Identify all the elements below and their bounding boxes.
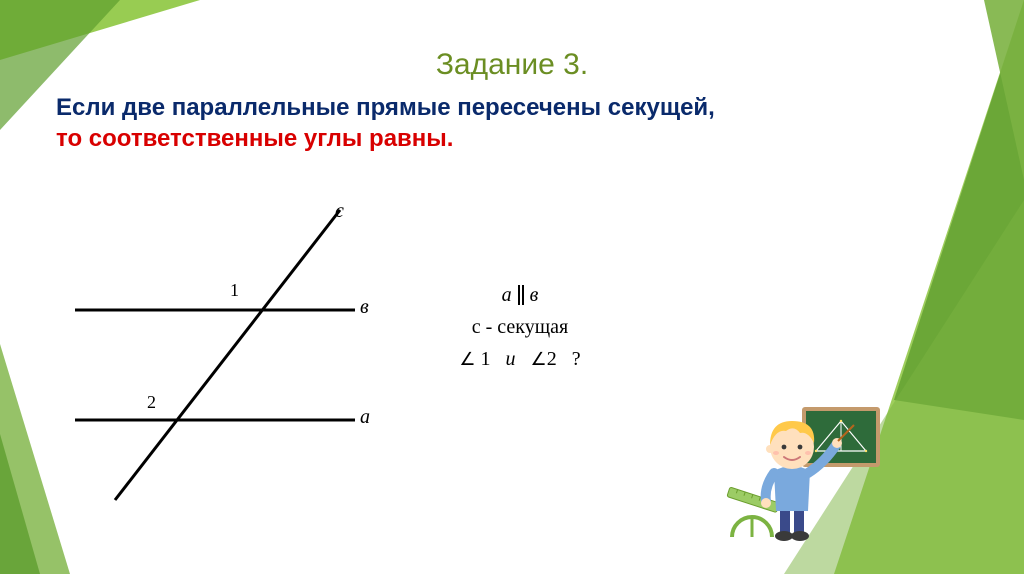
math-a: а xyxy=(502,280,512,310)
label-angle-1: 1 xyxy=(230,280,239,301)
slide-title: Задание 3. xyxy=(0,48,1024,82)
math-and: и xyxy=(506,348,516,370)
label-line-b: в xyxy=(360,296,369,319)
math-qmark: ? xyxy=(572,348,581,370)
statement-part2: то соответственные углы равны. xyxy=(56,125,453,152)
math-angle-1: 1 xyxy=(481,348,491,370)
math-annotation: а в с - секущая ∠ 1 и ∠2 ? xyxy=(420,280,620,374)
label-line-c: с xyxy=(335,200,344,223)
math-angle-2: 2 xyxy=(547,348,557,370)
math-parallel: а в xyxy=(420,280,620,310)
label-angle-2: 2 xyxy=(147,392,156,413)
math-question: ∠ 1 и ∠2 ? xyxy=(420,344,620,374)
label-line-a: а xyxy=(360,406,370,429)
parallel-symbol xyxy=(516,283,526,307)
theorem-statement: Если две параллельные прямые пересечены … xyxy=(56,92,836,154)
geometry-diagram: с в а 1 2 xyxy=(65,200,385,510)
statement-part1: Если две параллельные прямые пересечены … xyxy=(56,94,715,121)
cartoon-boy-blackboard xyxy=(724,389,884,544)
math-secant: с - секущая xyxy=(420,312,620,342)
math-b: в xyxy=(530,280,539,310)
